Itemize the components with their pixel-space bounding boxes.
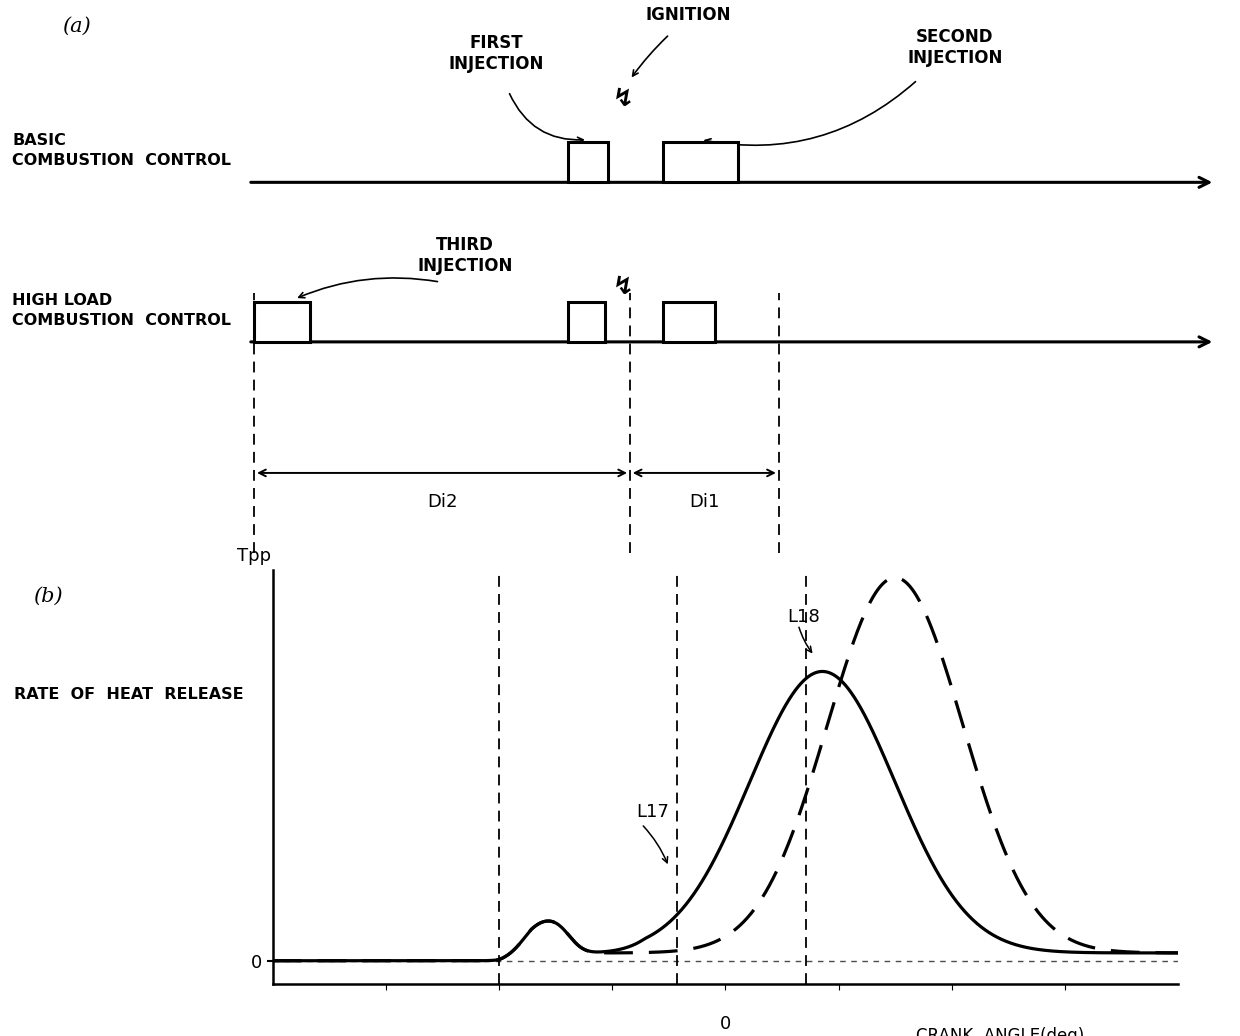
Text: FIRST
INJECTION: FIRST INJECTION xyxy=(449,34,543,73)
Text: BASIC
COMBUSTION  CONTROL: BASIC COMBUSTION CONTROL xyxy=(12,134,232,168)
Text: (b): (b) xyxy=(32,586,62,605)
Text: IGNITION: IGNITION xyxy=(646,6,730,24)
Text: HIGH LOAD
COMBUSTION  CONTROL: HIGH LOAD COMBUSTION CONTROL xyxy=(12,293,232,327)
Text: ↯: ↯ xyxy=(614,87,634,111)
Text: SECOND
INJECTION: SECOND INJECTION xyxy=(908,28,1002,67)
Text: 0: 0 xyxy=(719,1015,732,1034)
Text: RATE  OF  HEAT  RELEASE: RATE OF HEAT RELEASE xyxy=(14,687,243,701)
Text: (a): (a) xyxy=(62,18,91,36)
Bar xyxy=(568,303,605,342)
Text: CRANK  ANGLE(deg): CRANK ANGLE(deg) xyxy=(916,1028,1084,1036)
Text: ↯: ↯ xyxy=(614,276,634,299)
Text: THIRD
INJECTION: THIRD INJECTION xyxy=(418,236,512,276)
Bar xyxy=(568,143,608,182)
Text: L18: L18 xyxy=(787,608,820,626)
Text: Di1: Di1 xyxy=(689,493,719,511)
Bar xyxy=(663,303,715,342)
Text: Di2: Di2 xyxy=(427,493,458,511)
Bar xyxy=(254,303,310,342)
Bar xyxy=(663,143,738,182)
Text: Tpp: Tpp xyxy=(237,547,272,565)
Text: L17: L17 xyxy=(636,803,670,822)
